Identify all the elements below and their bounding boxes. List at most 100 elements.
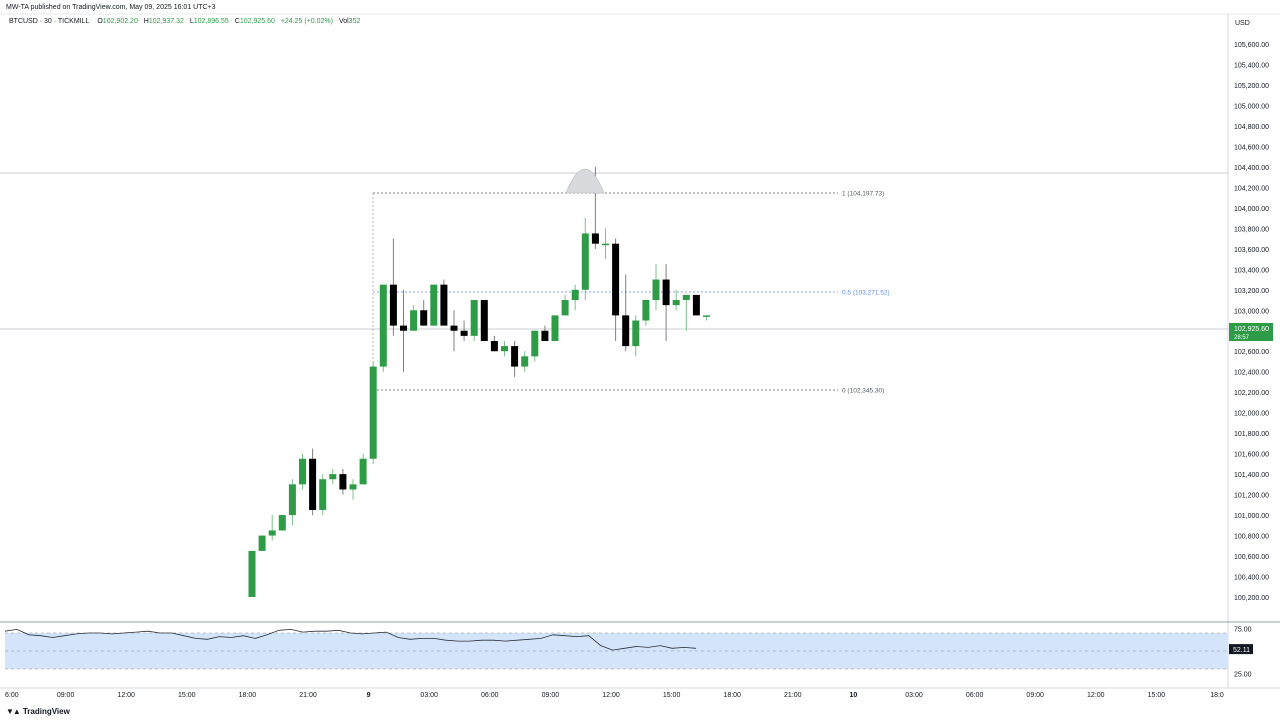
time-tick-label: 09:00 — [542, 692, 560, 699]
rsi-tick-label: 25.00 — [1234, 672, 1252, 679]
price-tick-label: 105,600.00 — [1234, 42, 1269, 49]
candle-body — [400, 325, 407, 331]
current-price-badge — [1229, 323, 1273, 341]
time-tick-label: 21:00 — [299, 692, 317, 699]
time-tick-label: 15:00 — [1148, 692, 1166, 699]
time-axis[interactable]: 6:00 09:00 12:00 15:00 18:00 21:00 9 03:00 06:00… — [5, 692, 1224, 699]
fib-level-05-label: 0.5 (103,271.52) — [842, 290, 890, 297]
candle-body — [349, 484, 357, 490]
candle-body — [278, 515, 286, 531]
fib-retracement[interactable]: 1 (104,197.73) 0.5 (103,271.52) 0 (102,345… — [372, 191, 890, 395]
volume-value: 352 — [348, 18, 361, 25]
price-tick-label: 102,600.00 — [1234, 349, 1269, 356]
high-label: H — [143, 18, 149, 25]
candle-body — [410, 310, 418, 331]
bar-countdown: 28:57 — [1234, 335, 1250, 341]
time-tick-label: 18:00 — [239, 692, 257, 699]
candle-body — [480, 300, 488, 341]
candle-body — [521, 356, 529, 367]
candle-body — [319, 479, 327, 510]
candle-body — [703, 315, 710, 317]
candle-body — [309, 458, 317, 510]
candle-body — [622, 315, 630, 347]
candle-body — [501, 346, 508, 352]
time-tick-label: 9 — [367, 692, 371, 699]
rsi-current-badge — [1229, 644, 1253, 655]
high-marker-shape — [565, 168, 605, 194]
price-tick-label: 105,200.00 — [1234, 83, 1269, 90]
candle-body — [591, 233, 599, 244]
low-label: L — [189, 18, 194, 25]
price-tick-label: 101,200.00 — [1234, 493, 1269, 500]
tradingview-logo-icon: ▼▲ — [6, 707, 21, 716]
candle-body — [329, 474, 337, 480]
price-tick-label: 103,000.00 — [1234, 308, 1269, 315]
rsi-pane[interactable]: 75.00 25.00 52.11 — [4, 627, 1253, 679]
price-axis[interactable]: USD 105,600.00 105,400.00 105,200.00 105,000… — [1229, 20, 1273, 602]
time-tick-label: 12:00 — [117, 692, 135, 699]
candle-body — [642, 300, 650, 321]
time-tick-label: 21:00 — [784, 692, 802, 699]
candle-body — [359, 458, 367, 485]
price-tick-label: 100,400.00 — [1234, 575, 1269, 582]
time-tick-label: 18:00 — [723, 692, 741, 699]
fib-level-1-label: 1 (104,197.73) — [842, 191, 884, 198]
time-tick-label: 03:00 — [420, 692, 438, 699]
close-value: 102,925.60 — [239, 18, 275, 25]
time-tick-label: 6:00 — [5, 692, 19, 699]
candle-body — [632, 320, 640, 347]
candle-body — [672, 300, 680, 306]
tradingview-logo: ▼▲ TradingView — [6, 707, 70, 716]
candle-body — [299, 458, 306, 485]
price-tick-label: 102,000.00 — [1234, 411, 1269, 418]
price-tick-label: 101,800.00 — [1234, 431, 1269, 438]
price-tick-label: 105,400.00 — [1234, 62, 1269, 69]
candle-body — [389, 284, 397, 326]
price-tick-label: 104,600.00 — [1234, 144, 1269, 151]
candle-body — [369, 366, 377, 459]
candle-body — [531, 330, 539, 357]
symbol-legend: BTCUSD · 30 · TICKMILL O102,902.20 H102,… — [9, 18, 364, 25]
price-tick-label: 103,800.00 — [1234, 226, 1269, 233]
candle-body — [490, 340, 498, 352]
candles-layer[interactable] — [248, 166, 711, 597]
volume-label: Vol — [338, 18, 349, 25]
time-tick-label: 18:0 — [1210, 692, 1224, 699]
rsi-current-value: 52.11 — [1233, 647, 1250, 654]
price-tick-label: 100,200.00 — [1234, 595, 1269, 602]
high-value: 102,937.32 — [148, 18, 184, 25]
candle-body — [248, 550, 256, 597]
price-tick-label: 103,200.00 — [1234, 288, 1269, 295]
time-tick-label: 06:00 — [481, 692, 499, 699]
time-tick-label: 03:00 — [905, 692, 923, 699]
time-tick-label: 15:00 — [663, 692, 681, 699]
price-tick-label: 101,000.00 — [1234, 513, 1269, 520]
candle-body — [379, 284, 387, 367]
candle-body — [652, 279, 660, 301]
rsi-line — [4, 628, 697, 651]
time-tick-label: 09:00 — [1026, 692, 1044, 699]
price-tick-label: 102,400.00 — [1234, 370, 1269, 377]
price-tick-label: 104,400.00 — [1234, 165, 1269, 172]
price-tick-label: 104,800.00 — [1234, 124, 1269, 131]
candle-body — [682, 294, 690, 301]
published-caption: MW-TA published on TradingView.com, May … — [6, 4, 216, 11]
time-tick-label: 12:00 — [1087, 692, 1105, 699]
low-value: 102,896.55 — [193, 18, 229, 25]
fib-level-0-label: 0 (102,345.30) — [842, 388, 884, 395]
price-tick-label: 102,200.00 — [1234, 390, 1269, 397]
candle-body — [571, 289, 579, 301]
candle-body — [339, 474, 347, 490]
candle-body — [450, 325, 458, 331]
price-tick-label: 103,600.00 — [1234, 247, 1269, 254]
candle-body — [511, 346, 519, 367]
candle-body — [551, 315, 559, 341]
candle-body — [430, 284, 438, 326]
time-tick-label: 09:00 — [57, 692, 75, 699]
price-tick-label: 100,800.00 — [1234, 534, 1269, 541]
candle-body — [541, 330, 549, 341]
currency-label: USD — [1235, 20, 1250, 27]
price-tick-label: 100,600.00 — [1234, 554, 1269, 561]
change-value: +24.25 (+0.02%) — [280, 18, 333, 25]
